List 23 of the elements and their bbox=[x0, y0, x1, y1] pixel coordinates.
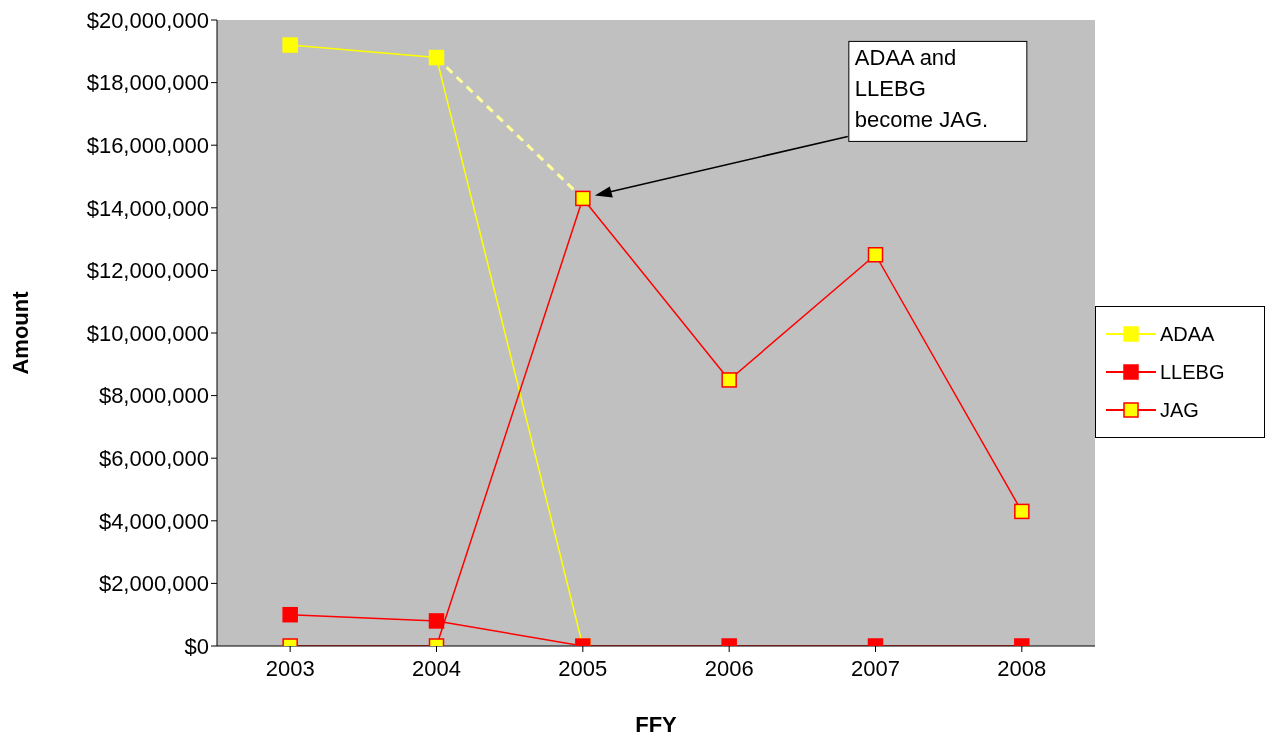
annotation: ADAA and LLEBG become JAG. bbox=[854, 45, 989, 133]
y-tick-label: $8,000,000 bbox=[98, 383, 209, 409]
legend-label: LLEBG bbox=[1160, 360, 1225, 384]
x-axis-title: FFY bbox=[635, 712, 678, 737]
y-tick-label: $20,000,000 bbox=[86, 7, 209, 33]
x-tick-label: 2004 bbox=[412, 655, 461, 681]
y-tick-label: $12,000,000 bbox=[86, 258, 209, 284]
y-tick-label: $6,000,000 bbox=[98, 446, 209, 472]
y-tick-label: $4,000,000 bbox=[98, 508, 209, 534]
y-tick-label: $0 bbox=[184, 633, 209, 659]
y-axis-title: Amount bbox=[7, 290, 33, 375]
x-tick-label: 2008 bbox=[997, 655, 1047, 681]
x-tick-label: 2003 bbox=[265, 655, 315, 681]
y-tick-label: $18,000,000 bbox=[86, 70, 209, 96]
x-tick-label: 2007 bbox=[851, 655, 900, 681]
x-tick-label: 2006 bbox=[704, 655, 754, 681]
y-tick-label: $14,000,000 bbox=[86, 195, 209, 221]
legend-label: ADAA bbox=[1160, 322, 1215, 346]
y-tick-label: $10,000,000 bbox=[86, 320, 209, 346]
y-tick-label: $16,000,000 bbox=[86, 133, 209, 159]
x-tick-label: 2005 bbox=[558, 655, 608, 681]
y-tick-label: $2,000,000 bbox=[98, 571, 209, 597]
legend-label: JAG bbox=[1160, 398, 1199, 422]
